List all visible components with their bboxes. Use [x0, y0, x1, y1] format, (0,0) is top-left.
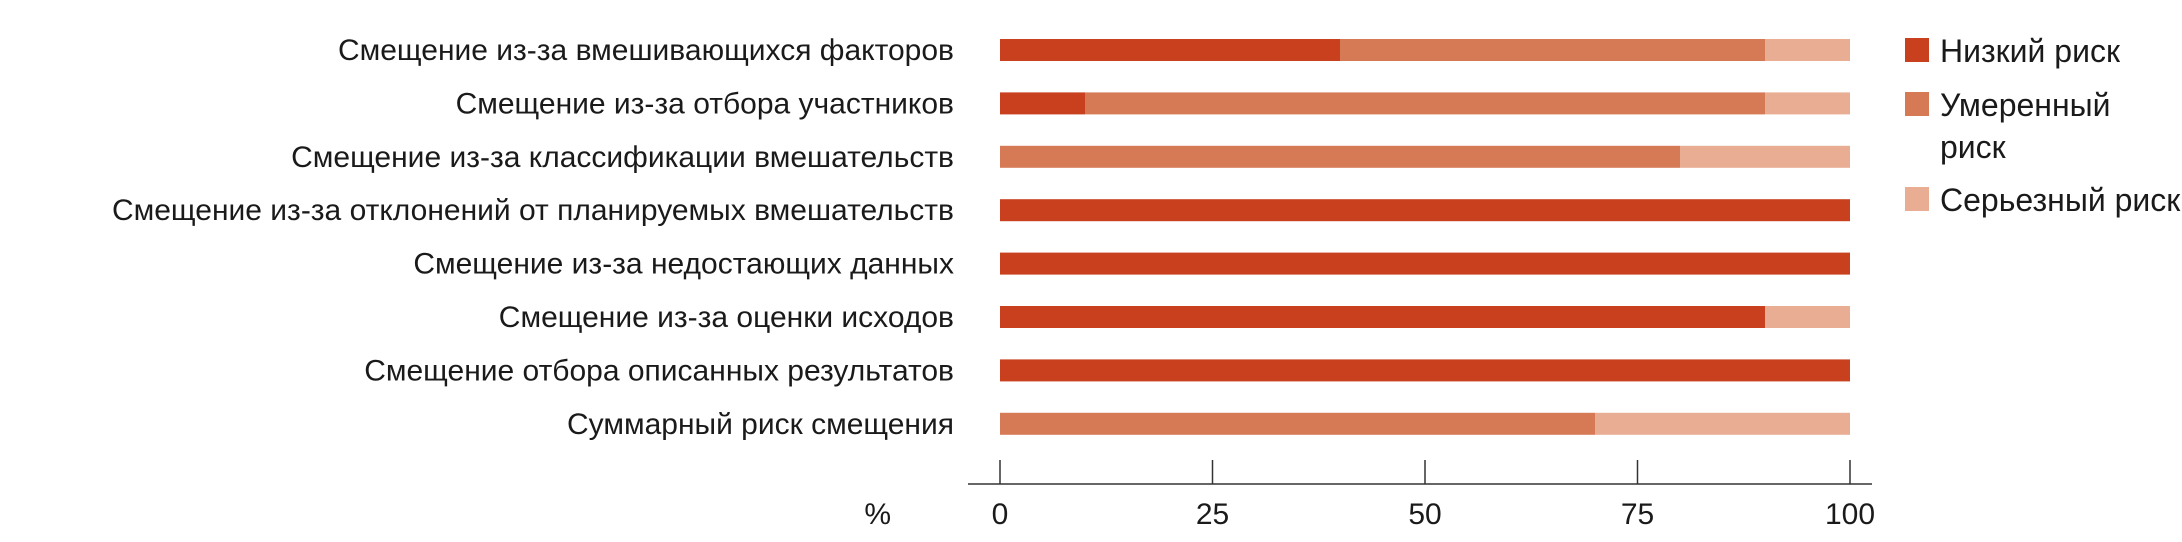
bar-segment — [1765, 92, 1850, 115]
bar-segment — [1000, 199, 1850, 222]
x-tick-label: 50 — [1408, 498, 1441, 531]
x-axis-label: % — [864, 498, 891, 531]
legend-label: риск — [1940, 129, 2007, 165]
bar-segment — [1000, 145, 1680, 168]
x-tick-label: 25 — [1196, 498, 1229, 531]
category-label: Смещение из-за отклонений от планируемых… — [112, 194, 954, 227]
bar-segment — [1000, 252, 1850, 275]
legend-swatch — [1905, 92, 1929, 116]
x-axis: 0 25 50 75 100 — [968, 460, 1875, 531]
bar-segment — [1765, 306, 1850, 328]
bar-segment — [1595, 412, 1850, 435]
category-label: Смещение отбора описанных результатов — [364, 354, 954, 387]
category-label: Смещение из-за классификации вмешательст… — [291, 141, 954, 174]
bar-segment — [1340, 39, 1765, 61]
legend: Низкий риск Умеренный риск Серьезный риск — [1905, 33, 2181, 218]
category-label: Смещение из-за отбора участников — [456, 87, 954, 120]
bar-segment — [1000, 359, 1850, 382]
legend-label: Серьезный риск — [1940, 182, 2181, 218]
bar-segment — [1000, 39, 1340, 61]
category-label: Смещение из-за вмешивающихся факторов — [338, 34, 954, 67]
legend-label: Низкий риск — [1940, 33, 2121, 69]
bar-segment — [1000, 412, 1595, 435]
bar-segment — [1765, 39, 1850, 61]
legend-swatch — [1905, 187, 1929, 211]
category-labels: Смещение из-за вмешивающихся факторов Сме… — [112, 34, 954, 441]
bar-segment — [1680, 145, 1850, 168]
category-label: Суммарный риск смещения — [567, 408, 954, 441]
bar-segment — [1085, 92, 1765, 115]
bar-segment — [1000, 306, 1765, 328]
x-tick-label: 75 — [1621, 498, 1654, 531]
category-label: Смещение из-за оценки исходов — [499, 301, 954, 334]
legend-swatch — [1905, 38, 1929, 62]
x-tick-label: 0 — [992, 498, 1009, 531]
category-label: Смещение из-за недостающих данных — [413, 248, 954, 281]
bar-segment — [1000, 92, 1085, 115]
bars-group — [1000, 39, 1850, 435]
legend-label: Умеренный — [1940, 87, 2111, 123]
x-tick-label: 100 — [1825, 498, 1875, 531]
